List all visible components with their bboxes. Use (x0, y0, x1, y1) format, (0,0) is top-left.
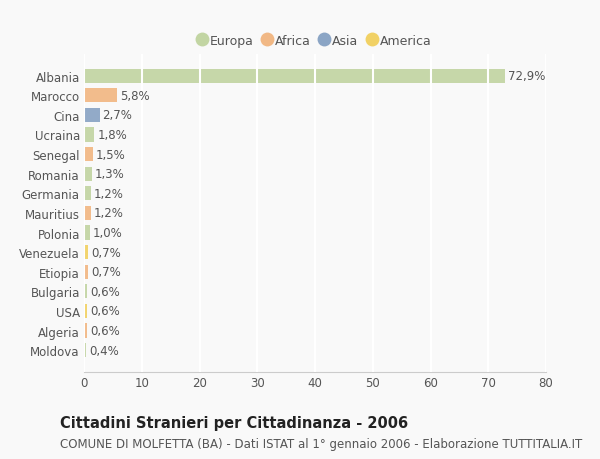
Bar (84, 89, 118, 103)
Text: 0,7%: 0,7% (91, 266, 121, 279)
Bar (84, 167, 92, 181)
Text: 1,0%: 1,0% (92, 226, 122, 240)
Text: 1,2%: 1,2% (94, 207, 124, 220)
Bar (84, 109, 100, 123)
Bar (84, 343, 86, 358)
Bar (84, 265, 88, 279)
Text: 0,6%: 0,6% (91, 325, 120, 337)
Text: 5,8%: 5,8% (121, 90, 150, 102)
Text: COMUNE DI MOLFETTA (BA) - Dati ISTAT al 1° gennaio 2006 - Elaborazione TUTTITALI: COMUNE DI MOLFETTA (BA) - Dati ISTAT al … (60, 437, 582, 450)
Bar (84, 207, 91, 220)
Bar (84, 69, 505, 84)
Text: 1,3%: 1,3% (94, 168, 124, 181)
Text: 72,9%: 72,9% (508, 70, 545, 83)
Text: 0,6%: 0,6% (91, 285, 120, 298)
Bar (84, 187, 91, 201)
Bar (84, 324, 88, 338)
Bar (84, 304, 88, 318)
Bar (84, 148, 92, 162)
Bar (84, 226, 90, 240)
Bar (84, 285, 88, 299)
Bar (84, 128, 94, 142)
Text: Cittadini Stranieri per Cittadinanza - 2006: Cittadini Stranieri per Cittadinanza - 2… (60, 415, 408, 431)
Text: 1,8%: 1,8% (97, 129, 127, 142)
Text: 0,4%: 0,4% (89, 344, 119, 357)
Text: 0,7%: 0,7% (91, 246, 121, 259)
Text: 1,5%: 1,5% (95, 148, 125, 161)
Text: 0,6%: 0,6% (91, 305, 120, 318)
Text: 2,7%: 2,7% (103, 109, 133, 122)
Text: 1,2%: 1,2% (94, 187, 124, 201)
Bar (84, 246, 88, 260)
Legend: Europa, Africa, Asia, America: Europa, Africa, Asia, America (194, 30, 436, 53)
